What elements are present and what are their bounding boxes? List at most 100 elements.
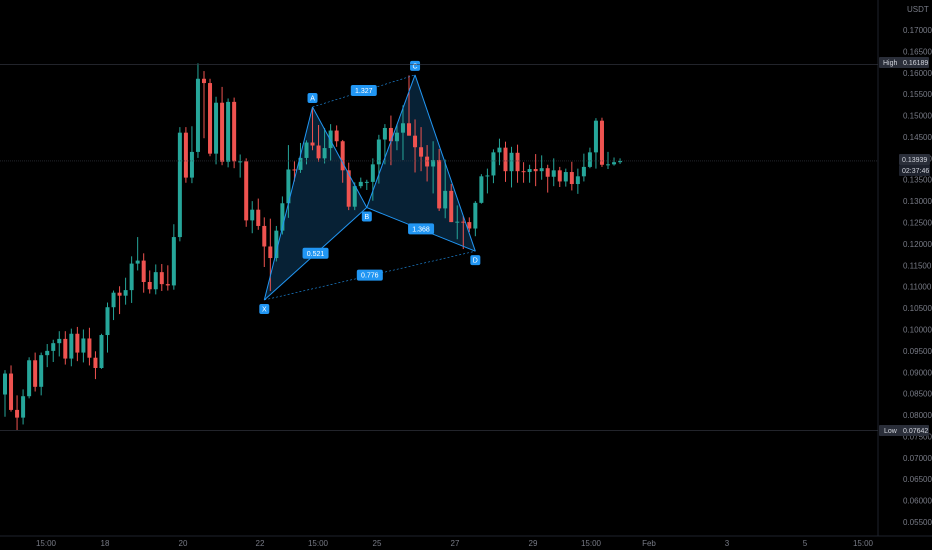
- low-tag: Low 0.07642: [879, 425, 929, 436]
- candle-body: [123, 290, 128, 296]
- candle-body: [593, 120, 598, 153]
- candle-body: [449, 190, 454, 223]
- countdown-timer: 02:37:46: [902, 168, 929, 175]
- ratio-label: 1.327: [355, 88, 373, 95]
- pattern-point-badge: [361, 211, 372, 222]
- high-tag-label: High: [883, 60, 898, 67]
- pattern-point-badge: [259, 303, 270, 314]
- candle-body: [69, 333, 74, 359]
- price-tick-label: 0.05500: [903, 518, 932, 527]
- candle-body: [165, 284, 170, 286]
- candle-body: [171, 237, 176, 286]
- price-tick-label: 0.17000: [903, 26, 932, 35]
- candle-body: [425, 156, 430, 167]
- ratio-badge: [350, 84, 377, 96]
- candle-body: [606, 164, 610, 166]
- time-tick-label: 15:00: [581, 539, 602, 548]
- time-tick-label: 22: [256, 539, 265, 548]
- candle-body: [612, 162, 617, 165]
- reference-lines: [0, 64, 878, 431]
- pattern-leg: [312, 106, 368, 208]
- price-tick-label: 0.09500: [903, 347, 932, 356]
- candle-body: [509, 152, 514, 172]
- candle-body: [135, 260, 140, 264]
- time-tick-label: 3: [725, 539, 730, 548]
- candle-body: [382, 127, 387, 140]
- candle-body: [201, 78, 206, 84]
- candle-body: [57, 338, 62, 344]
- candle-body: [388, 127, 393, 142]
- price-tick-label: 0.13000: [903, 197, 932, 206]
- candle-body: [431, 160, 436, 167]
- price-tick-label: 0.13500: [903, 176, 932, 185]
- low-tag-label: Low: [884, 428, 898, 435]
- candle-body: [557, 170, 562, 182]
- candle-body: [618, 160, 623, 163]
- candle-body: [310, 142, 315, 146]
- price-axis[interactable]: USDT 0.17000 0.16500 0.16000 0.15500 0.15000…: [903, 5, 932, 527]
- candle-body: [286, 169, 291, 204]
- candle-body: [15, 409, 20, 418]
- candle-body: [292, 169, 297, 171]
- candle-body: [563, 172, 568, 182]
- candle-body: [376, 139, 381, 165]
- price-tick-label: 0.07500: [903, 432, 932, 441]
- price-tick-label: 0.09000: [903, 368, 932, 377]
- candle-body: [208, 83, 213, 154]
- candle-body: [189, 151, 194, 178]
- candle-body: [238, 161, 243, 163]
- candle-body: [75, 333, 80, 353]
- pattern-point-badge: [470, 255, 481, 266]
- candle-body: [183, 132, 188, 178]
- candle-body: [413, 135, 418, 148]
- candle-body: [244, 161, 249, 221]
- candle-body: [232, 101, 237, 162]
- ratio-label: 1.368: [412, 226, 430, 233]
- ratio-badge: [408, 223, 435, 235]
- candle-body: [21, 396, 26, 418]
- price-tick-label: 0.14500: [903, 133, 932, 142]
- pattern-point-label: D: [473, 258, 478, 265]
- low-tag-value: 0.07642: [903, 428, 928, 435]
- pattern-leg: [366, 74, 416, 208]
- candle-body: [304, 142, 309, 158]
- candle-body: [87, 338, 92, 358]
- time-tick-label: 18: [101, 539, 110, 548]
- candle-body: [419, 147, 424, 157]
- price-tick-label: 0.12500: [903, 219, 932, 228]
- price-tick-label: 0.15500: [903, 90, 932, 99]
- price-tick-label: 0.11000: [903, 283, 932, 292]
- time-tick-label: 15:00: [36, 539, 57, 548]
- pattern-leg: [414, 74, 476, 252]
- candle-body: [485, 175, 490, 177]
- time-axis[interactable]: 15:00 18 20 22 15:00 25 27 29 15:00 Feb 3 5 15:00: [36, 539, 874, 548]
- price-tick-label: 0.15000: [903, 112, 932, 121]
- last-price-value: 0.13939: [902, 157, 927, 164]
- time-tick-label: 15:00: [853, 539, 874, 548]
- candle-body: [587, 152, 592, 167]
- candle-body: [521, 171, 526, 173]
- candle-body: [400, 123, 405, 133]
- price-tick-label: 0.16500: [903, 47, 932, 56]
- candle-body: [358, 181, 363, 187]
- candle-body: [545, 168, 550, 177]
- candle-body: [256, 209, 261, 226]
- candle-body: [3, 373, 7, 395]
- ratio-badge: [356, 269, 383, 281]
- candle-body: [581, 166, 586, 177]
- candle-body: [515, 152, 520, 172]
- candle-body: [268, 246, 273, 259]
- harmonic-pattern[interactable]: 1.327 0.521 1.368 0.776 X A B C D: [259, 60, 481, 314]
- candle-body: [195, 78, 200, 152]
- candle-body: [141, 260, 146, 282]
- high-tag-value: 0.16189: [903, 60, 928, 67]
- candle-body: [105, 307, 110, 336]
- price-tick-label: 0.16000: [903, 69, 932, 78]
- price-tick-label: 0.11500: [903, 261, 932, 270]
- harmonic-pattern-fill: [264, 74, 476, 300]
- candle-body: [45, 350, 50, 356]
- candle-body: [352, 186, 357, 207]
- time-tick-label: 25: [373, 539, 382, 548]
- time-tick-label: 15:00: [308, 539, 329, 548]
